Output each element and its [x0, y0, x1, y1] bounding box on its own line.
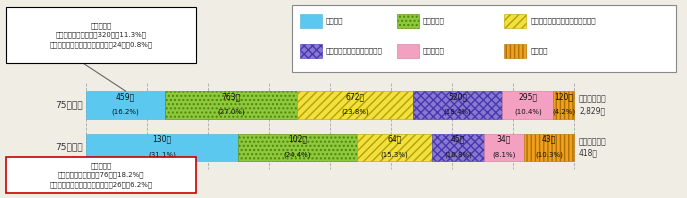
Bar	[553, 91, 574, 119]
Text: 内在的前方不注意（漫然運転等）: 内在的前方不注意（漫然運転等）	[530, 18, 596, 24]
Text: 672件: 672件	[346, 92, 364, 101]
Text: 763件: 763件	[221, 92, 240, 101]
Bar	[484, 133, 524, 161]
Bar	[6, 7, 196, 63]
Text: 295件: 295件	[519, 92, 537, 101]
Bar	[413, 91, 502, 119]
Bar	[6, 157, 196, 193]
Text: 102件: 102件	[288, 134, 307, 143]
Text: このうち、
ハンドルの操作不適　76件（18.2%）
ブレーキとアクセルの踏み違い　26件（6.2%）: このうち、 ハンドルの操作不適 76件（18.2%） ブレーキとアクセルの踏み違…	[49, 162, 153, 188]
Text: (24.4%): (24.4%)	[284, 151, 311, 158]
Bar	[502, 91, 553, 119]
Text: 死亡事故件数
418件: 死亡事故件数 418件	[579, 137, 607, 158]
Text: (18.4%): (18.4%)	[444, 109, 471, 115]
Text: (10.3%): (10.3%)	[535, 151, 563, 158]
Bar	[300, 44, 322, 58]
Bar	[86, 91, 166, 119]
Bar	[357, 133, 431, 161]
Text: 外在的前方不注意（脇見等）: 外在的前方不注意（脇見等）	[326, 47, 383, 54]
Text: 45件: 45件	[451, 134, 465, 143]
Text: (16.2%): (16.2%)	[112, 109, 139, 115]
Text: (23.8%): (23.8%)	[341, 109, 369, 115]
Text: 459件: 459件	[116, 92, 135, 101]
Bar	[297, 91, 413, 119]
Text: 43件: 43件	[542, 134, 556, 143]
Text: 75歳以上: 75歳以上	[56, 143, 83, 152]
Bar	[86, 133, 238, 161]
Text: (31.1%): (31.1%)	[148, 151, 176, 158]
Text: 520件: 520件	[448, 92, 467, 101]
Bar	[300, 14, 322, 28]
Text: 判断の誤り: 判断の誤り	[423, 47, 444, 54]
Text: (27.0%): (27.0%)	[217, 109, 245, 115]
Text: 調査不能: 調査不能	[530, 47, 548, 54]
Text: 安全不確認: 安全不確認	[423, 18, 444, 24]
Bar	[292, 5, 675, 72]
Text: 操作不適: 操作不適	[326, 18, 344, 24]
Text: このうち、
ハンドルの操作不適　320件（11.3%）
ブレーキとアクセルの踏み違い　24件（0.8%）: このうち、 ハンドルの操作不適 320件（11.3%） ブレーキとアクセルの踏み…	[49, 22, 153, 48]
Text: (10.8%): (10.8%)	[444, 151, 472, 158]
Bar	[166, 91, 297, 119]
Text: (15.3%): (15.3%)	[381, 151, 408, 158]
Text: (10.4%): (10.4%)	[514, 109, 542, 115]
Text: 死亡事故件数
2,829件: 死亡事故件数 2,829件	[579, 94, 607, 115]
Bar	[431, 133, 484, 161]
Bar	[397, 44, 418, 58]
Bar	[504, 14, 526, 28]
Text: 120件: 120件	[554, 92, 573, 101]
Text: 75歳未満: 75歳未満	[56, 100, 83, 109]
Text: (8.1%): (8.1%)	[493, 151, 516, 158]
Text: 64件: 64件	[387, 134, 401, 143]
Text: 130件: 130件	[153, 134, 172, 143]
Text: 34件: 34件	[497, 134, 511, 143]
Bar	[238, 133, 357, 161]
Text: (4.2%): (4.2%)	[552, 109, 575, 115]
Bar	[524, 133, 574, 161]
Bar	[397, 14, 418, 28]
Bar	[504, 44, 526, 58]
